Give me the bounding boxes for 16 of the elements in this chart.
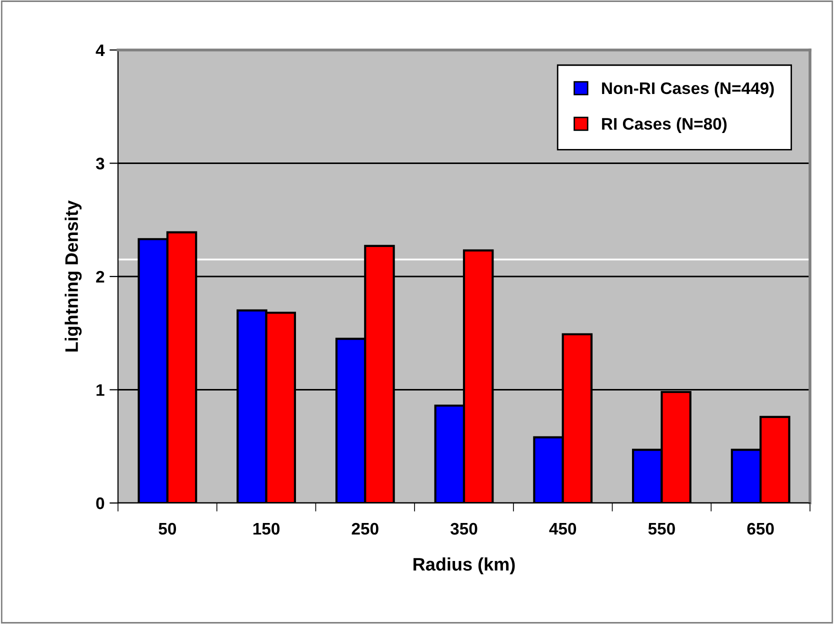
y-tick-label: 3 <box>96 158 104 170</box>
x-tick-label: 550 <box>648 522 675 535</box>
x-tick-label: 50 <box>158 522 176 535</box>
legend-label: Non-RI Cases (N=449) <box>602 82 774 98</box>
legend-label: RI Cases (N=80) <box>602 118 727 134</box>
x-tick-label: 450 <box>549 522 576 535</box>
y-tick-label: 2 <box>96 270 104 283</box>
y-tick-label: 4 <box>96 44 105 56</box>
y-tick-label: 0 <box>96 497 104 510</box>
x-tick-label: 150 <box>253 522 280 535</box>
x-tick-label: 250 <box>352 522 378 535</box>
x-axis-title: Radius (km) <box>414 557 515 574</box>
y-axis-title: Lightning Density <box>64 200 82 352</box>
y-tick-label: 1 <box>96 384 104 396</box>
x-tick-label: 350 <box>450 522 478 535</box>
x-tick-label: 650 <box>747 522 774 535</box>
